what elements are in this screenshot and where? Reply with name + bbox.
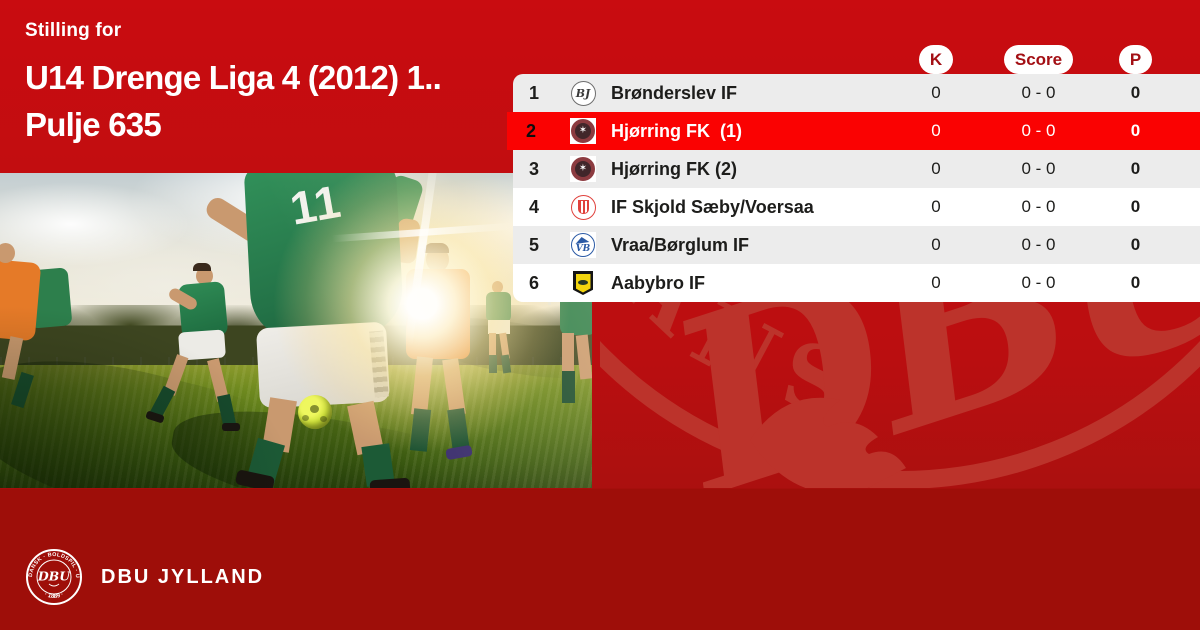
team-logo-skjold bbox=[555, 194, 611, 220]
brand-name: DBU JYLLAND bbox=[101, 565, 265, 588]
page-title: U14 Drenge Liga 4 (2012) 1.. Pulje 635 bbox=[25, 54, 442, 148]
dbu-logo-bottom-text: · 1889 · bbox=[43, 592, 65, 600]
team-name: Aabybro IF bbox=[611, 272, 706, 293]
team-name: Hjørring FK (2) bbox=[611, 158, 737, 179]
warm-light-overlay bbox=[0, 173, 592, 488]
matches-value: 0 bbox=[931, 121, 941, 140]
matches-value: 0 bbox=[931, 159, 941, 178]
points-value: 0 bbox=[1130, 197, 1141, 216]
score-value: 0 - 0 bbox=[1021, 159, 1056, 178]
footer: DANSK · BOLDSPIL · UNION · 1889 · DBU DB… bbox=[25, 548, 264, 606]
player-head bbox=[196, 267, 213, 285]
row-position: 2 bbox=[525, 120, 536, 141]
header-block: Stilling for U14 Drenge Liga 4 (2012) 1.… bbox=[25, 20, 442, 148]
column-header-k: K bbox=[918, 45, 954, 74]
matches-value: 0 bbox=[931, 197, 941, 216]
row-position: 3 bbox=[528, 158, 539, 179]
table-header-row: K Score P bbox=[513, 45, 1200, 74]
hjorring-crest-icon: ✶ bbox=[570, 118, 596, 144]
aabybro-shield-band bbox=[578, 280, 588, 285]
hjorring-star-icon: ✶ bbox=[571, 157, 595, 181]
dbu-logo-inner-ring bbox=[36, 559, 72, 595]
row-position: 6 bbox=[528, 272, 539, 293]
dbu-logo-outer-ring bbox=[26, 549, 82, 605]
table-row-highlighted: 2 ✶ Hjørring FK (1) 0 0 - 0 0 bbox=[507, 112, 1200, 150]
bronderslev-crest-icon: BJ bbox=[570, 80, 596, 106]
column-header-score: Score bbox=[1003, 45, 1074, 74]
points-value: 0 bbox=[1130, 83, 1141, 102]
watermark-wing-icon bbox=[750, 397, 906, 488]
matches-value: 0 bbox=[931, 235, 941, 254]
team-logo-hjorring: ✶ bbox=[555, 118, 611, 144]
row-position: 1 bbox=[528, 82, 539, 103]
matches-value: 0 bbox=[931, 83, 941, 102]
points-value: 0 bbox=[1130, 235, 1141, 254]
table-row: 1 BJ Brønderslev IF 0 0 - 0 0 bbox=[513, 74, 1200, 112]
page-title-line1: U14 Drenge Liga 4 (2012) 1.. bbox=[25, 59, 442, 96]
standings-table: K Score P 1 BJ Brønderslev IF 0 0 - 0 0 … bbox=[507, 45, 1200, 302]
points-value: 0 bbox=[1130, 159, 1141, 178]
score-value: 0 - 0 bbox=[1021, 121, 1056, 140]
points-value: 0 bbox=[1130, 273, 1141, 292]
skjold-crest-icon bbox=[570, 194, 596, 220]
team-name: Brønderslev IF bbox=[611, 82, 738, 103]
table-row: 3 ✶ Hjørring FK (2) 0 0 - 0 0 bbox=[513, 150, 1200, 188]
team-logo-aabybro bbox=[555, 271, 611, 295]
soccer-photo: 11 bbox=[0, 173, 592, 488]
score-value: 0 - 0 bbox=[1021, 83, 1056, 102]
skjold-shield-icon bbox=[577, 200, 589, 214]
hjorring-star-icon: ✶ bbox=[571, 119, 595, 143]
player-boot bbox=[222, 423, 240, 431]
vraa-monogram: VB bbox=[575, 244, 591, 254]
player-head bbox=[0, 243, 15, 263]
watermark-ring bbox=[600, 340, 1200, 488]
dbu-logo-wing-icon bbox=[48, 583, 60, 587]
aabybro-crest-icon bbox=[573, 271, 593, 295]
eyebrow-label: Stilling for bbox=[25, 20, 122, 41]
hjorring-crest-icon: ✶ bbox=[570, 156, 596, 182]
score-value: 0 - 0 bbox=[1021, 197, 1056, 216]
column-header-p: P bbox=[1118, 45, 1153, 74]
dbu-logo: DANSK · BOLDSPIL · UNION · 1889 · DBU bbox=[25, 548, 82, 605]
dbu-logo-center-text: DBU bbox=[37, 569, 71, 584]
photo-vignette bbox=[0, 173, 592, 488]
vraa-crest-icon: VB bbox=[570, 232, 596, 258]
table-row: 6 Aabybro IF 0 0 - 0 0 bbox=[513, 264, 1200, 302]
row-position: 4 bbox=[528, 196, 539, 217]
vraa-circle-icon: VB bbox=[571, 233, 595, 257]
team-name: Hjørring FK (1) bbox=[611, 120, 742, 141]
points-value: 0 bbox=[1130, 121, 1141, 140]
score-value: 0 - 0 bbox=[1021, 273, 1056, 292]
team-name: IF Skjold Sæby/Voersaa bbox=[611, 196, 814, 217]
score-value: 0 - 0 bbox=[1021, 235, 1056, 254]
team-logo-hjorring: ✶ bbox=[555, 156, 611, 182]
matches-value: 0 bbox=[931, 273, 941, 292]
team-logo-vraa-borglum: VB bbox=[555, 232, 611, 258]
player-hair bbox=[193, 263, 211, 271]
team-name: Vraa/Børglum IF bbox=[611, 234, 750, 255]
team-logo-bronderslev: BJ bbox=[555, 80, 611, 106]
table-row: 5 VB Vraa/Børglum IF 0 0 - 0 0 bbox=[513, 226, 1200, 264]
table-row: 4 IF Skjold Sæby/Voersaa 0 0 - 0 0 bbox=[513, 188, 1200, 226]
page-title-line2: Pulje 635 bbox=[25, 106, 162, 143]
row-position: 5 bbox=[528, 234, 539, 255]
